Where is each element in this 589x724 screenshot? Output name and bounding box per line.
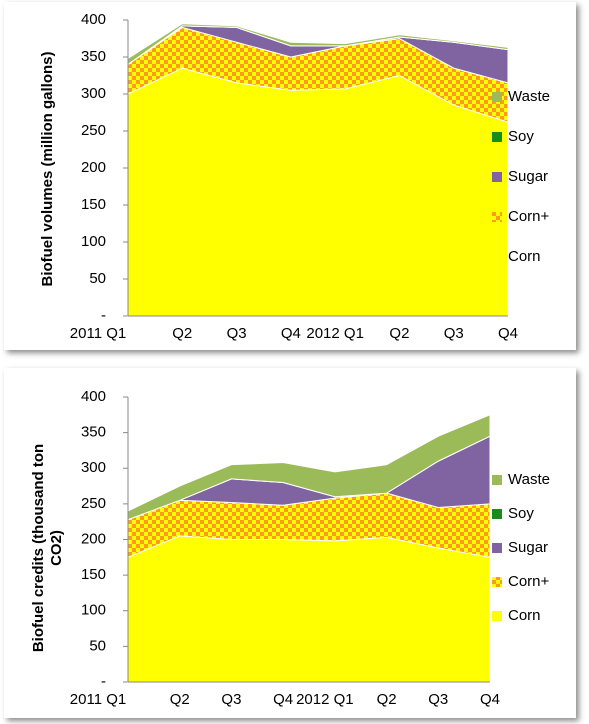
x-tick-label: Q4 bbox=[498, 325, 518, 342]
x-tick-label: 2011 Q1 bbox=[70, 325, 126, 342]
x-tick-label: Q4 bbox=[281, 325, 301, 342]
x-tick-label: Q3 bbox=[221, 691, 241, 708]
legend-swatch bbox=[492, 509, 502, 519]
area bbox=[127, 535, 491, 683]
legend-label: Soy bbox=[508, 128, 534, 145]
y-tick-label: - bbox=[101, 307, 106, 324]
y-tick-label: 50 bbox=[89, 637, 106, 654]
x-tick-label: Q4 bbox=[273, 691, 293, 708]
y-tick-label: 400 bbox=[81, 11, 106, 28]
legend-label: Soy bbox=[508, 505, 534, 522]
legend-swatch bbox=[492, 577, 502, 587]
area bbox=[127, 23, 509, 66]
x-tick-label: Q3 bbox=[428, 691, 448, 708]
y-tick-label: 100 bbox=[81, 233, 106, 250]
legend-swatch bbox=[492, 611, 502, 621]
y-tick-label: 50 bbox=[89, 270, 106, 287]
x-tick-label: Q2 bbox=[377, 691, 397, 708]
x-tick-label: Q2 bbox=[170, 691, 190, 708]
y-tick-label: 400 bbox=[81, 388, 106, 405]
y-tick-label: 150 bbox=[81, 196, 106, 213]
legend-swatch bbox=[492, 92, 502, 102]
y-tick-label: 150 bbox=[81, 566, 106, 583]
x-tick-label: 2012 Q1 bbox=[306, 325, 364, 342]
x-tick-label: Q2 bbox=[389, 325, 409, 342]
x-tick-label: Q3 bbox=[227, 325, 247, 342]
legend-label: Corn+ bbox=[508, 208, 550, 225]
legend-label: Corn bbox=[508, 248, 541, 265]
y-tick-label: 200 bbox=[81, 159, 106, 176]
y-tick-label: 250 bbox=[81, 495, 106, 512]
y-tick-label: 100 bbox=[81, 602, 106, 619]
legend-label: Corn bbox=[508, 607, 541, 624]
legend-label: Corn+ bbox=[508, 573, 550, 590]
x-tick-label: Q4 bbox=[480, 691, 500, 708]
y-tick-label: 300 bbox=[81, 85, 106, 102]
legend-swatch bbox=[492, 212, 502, 222]
area bbox=[127, 67, 509, 317]
y-tick-label: 250 bbox=[81, 122, 106, 139]
x-tick-label: Q2 bbox=[172, 325, 192, 342]
y-axis-title: Biofuel credits (thousand ton CO2) bbox=[30, 443, 65, 653]
legend-label: Waste bbox=[508, 471, 550, 488]
legend-swatch bbox=[492, 475, 502, 485]
y-tick-label: 200 bbox=[81, 530, 106, 547]
legend-label: Sugar bbox=[508, 168, 548, 185]
legend-swatch bbox=[492, 172, 502, 182]
y-axis-title: Biofuel volumes (million gallons) bbox=[39, 51, 56, 287]
y-tick-label: 350 bbox=[81, 48, 106, 65]
y-tick-label: 350 bbox=[81, 424, 106, 441]
y-tick-label: 300 bbox=[81, 459, 106, 476]
legend-label: Sugar bbox=[508, 539, 548, 556]
y-tick-label: - bbox=[101, 673, 106, 690]
legend-swatch bbox=[492, 132, 502, 142]
x-tick-label: 2012 Q1 bbox=[296, 691, 354, 708]
legend-label: Waste bbox=[508, 88, 550, 105]
area bbox=[127, 414, 491, 521]
legend-swatch bbox=[492, 543, 502, 553]
legend-swatch bbox=[492, 252, 502, 262]
x-tick-label: Q3 bbox=[444, 325, 464, 342]
x-tick-label: 2011 Q1 bbox=[70, 691, 126, 708]
